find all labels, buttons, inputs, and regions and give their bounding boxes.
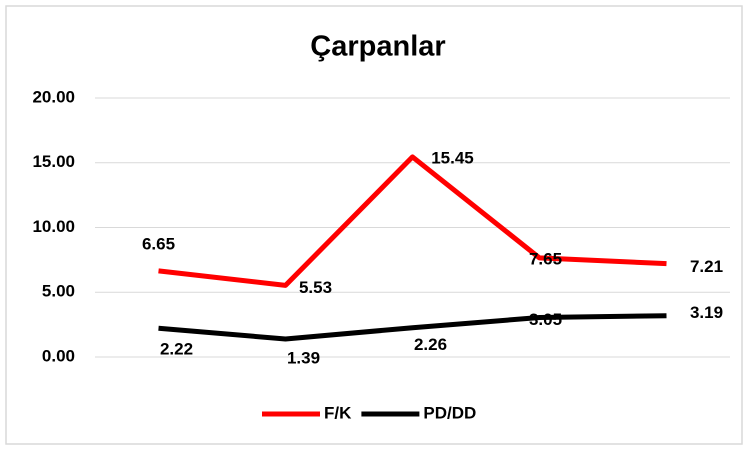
y-tick-label: 20.00 xyxy=(32,87,75,106)
y-tick-label: 10.00 xyxy=(32,217,75,236)
data-label: 2.26 xyxy=(414,335,447,354)
data-label: 3.05 xyxy=(529,310,562,329)
legend-label: F/K xyxy=(324,403,352,422)
y-tick-label: 5.00 xyxy=(42,282,75,301)
y-tick-label: 15.00 xyxy=(32,152,75,171)
y-tick-label: 0.00 xyxy=(42,346,75,365)
data-label: 1.39 xyxy=(287,348,320,367)
chart-title: Çarpanlar xyxy=(310,31,445,63)
legend-label: PD/DD xyxy=(423,403,476,422)
series-line xyxy=(158,313,667,342)
data-label: 7.65 xyxy=(529,249,562,268)
series-line xyxy=(158,154,667,288)
chart-border xyxy=(5,5,743,445)
data-label: 5.53 xyxy=(299,278,332,297)
data-label: 3.19 xyxy=(690,303,723,322)
data-label: 15.45 xyxy=(431,148,474,167)
data-label: 7.21 xyxy=(690,257,723,276)
data-label: 6.65 xyxy=(142,234,175,253)
data-label: 2.22 xyxy=(160,340,193,359)
